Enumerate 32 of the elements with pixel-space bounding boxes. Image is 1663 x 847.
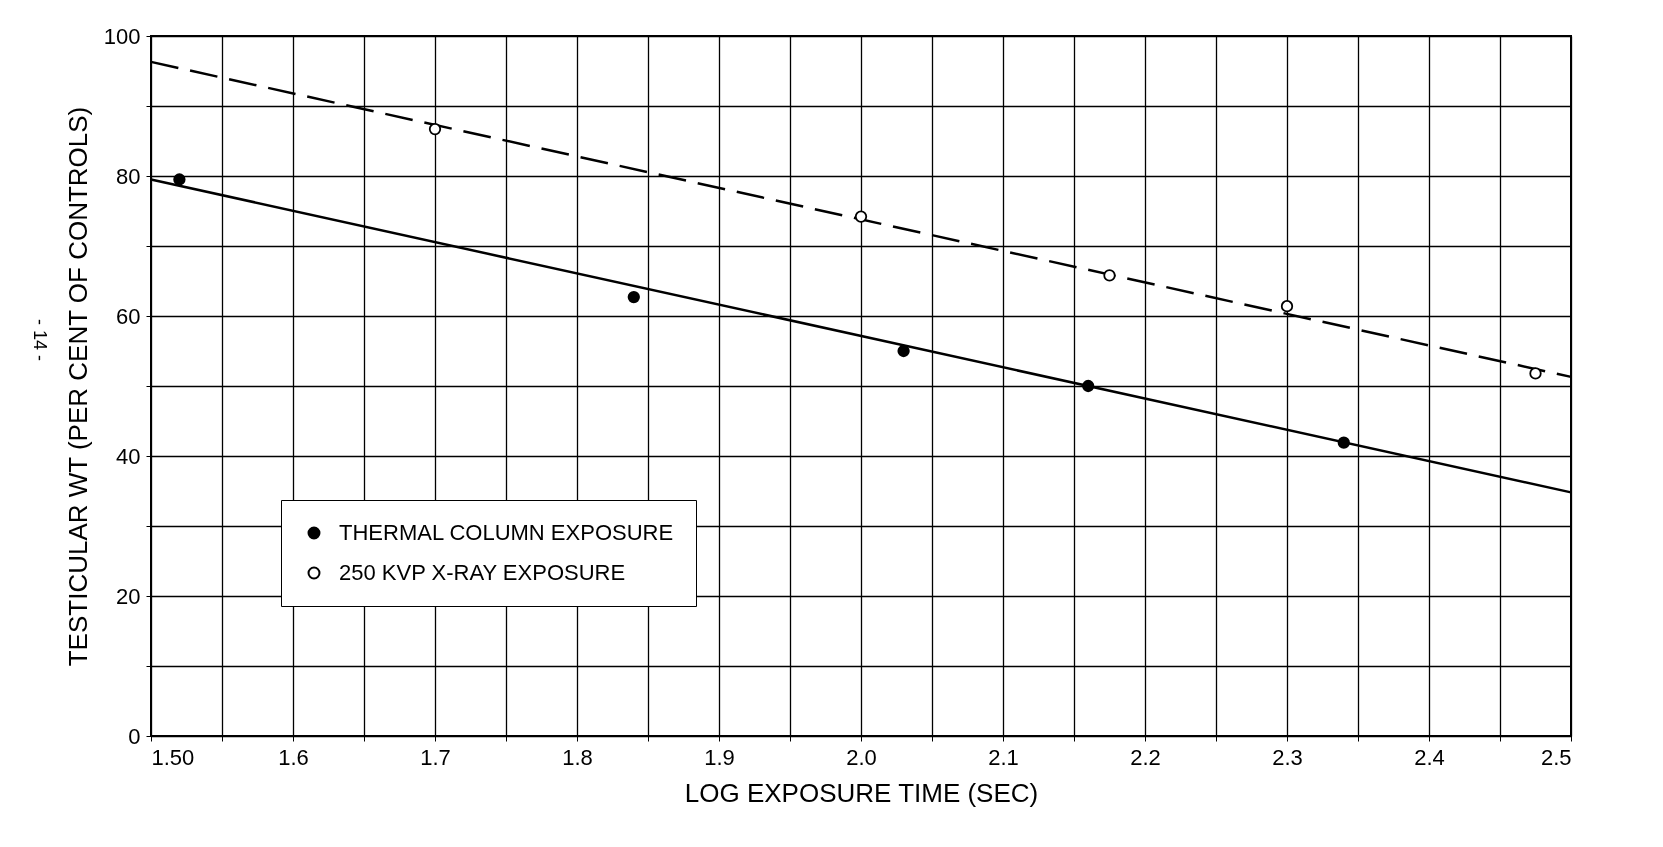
- legend-label: THERMAL COLUMN EXPOSURE: [339, 520, 674, 545]
- point: [627, 290, 640, 304]
- x-tick-label: 2.4: [1414, 744, 1445, 770]
- y-tick-label: 20: [116, 583, 141, 609]
- x-tick-label: 2.5: [1540, 744, 1572, 770]
- x-tick-label: 1.9: [704, 744, 735, 770]
- x-tick-label: 2.2: [1130, 744, 1161, 770]
- y-tick-label: 100: [103, 23, 141, 49]
- legend-label: 250 KVP X-RAY EXPOSURE: [339, 560, 626, 585]
- point: [854, 210, 868, 223]
- point: [1082, 379, 1095, 393]
- y-tick-label: 80: [116, 163, 141, 189]
- point: [173, 173, 186, 186]
- x-axis-title: LOG EXPOSURE TIME (SEC): [684, 777, 1039, 808]
- x-tick-label: 1.50: [151, 744, 195, 770]
- y-tick-label: 60: [116, 303, 141, 329]
- point: [428, 122, 442, 136]
- x-tick-label: 1.6: [278, 744, 309, 770]
- x-tick-label: 1.7: [420, 744, 451, 770]
- x-tick-label: 2.1: [988, 744, 1019, 770]
- x-tick-label: 2.0: [846, 744, 877, 770]
- point: [1280, 300, 1294, 313]
- point: [1103, 269, 1116, 282]
- point: [1529, 367, 1542, 380]
- point: [1337, 436, 1350, 449]
- y-axis-title: TESTICULAR WT (PER CENT OF CONTROLS): [62, 106, 93, 667]
- x-tick-label: 1.8: [562, 744, 593, 770]
- y-tick-label: 0: [128, 723, 141, 749]
- text: - 14 -: [30, 318, 50, 363]
- point: [897, 344, 910, 358]
- x-tick-label: 2.3: [1272, 744, 1303, 770]
- y-tick-label: 40: [116, 443, 141, 469]
